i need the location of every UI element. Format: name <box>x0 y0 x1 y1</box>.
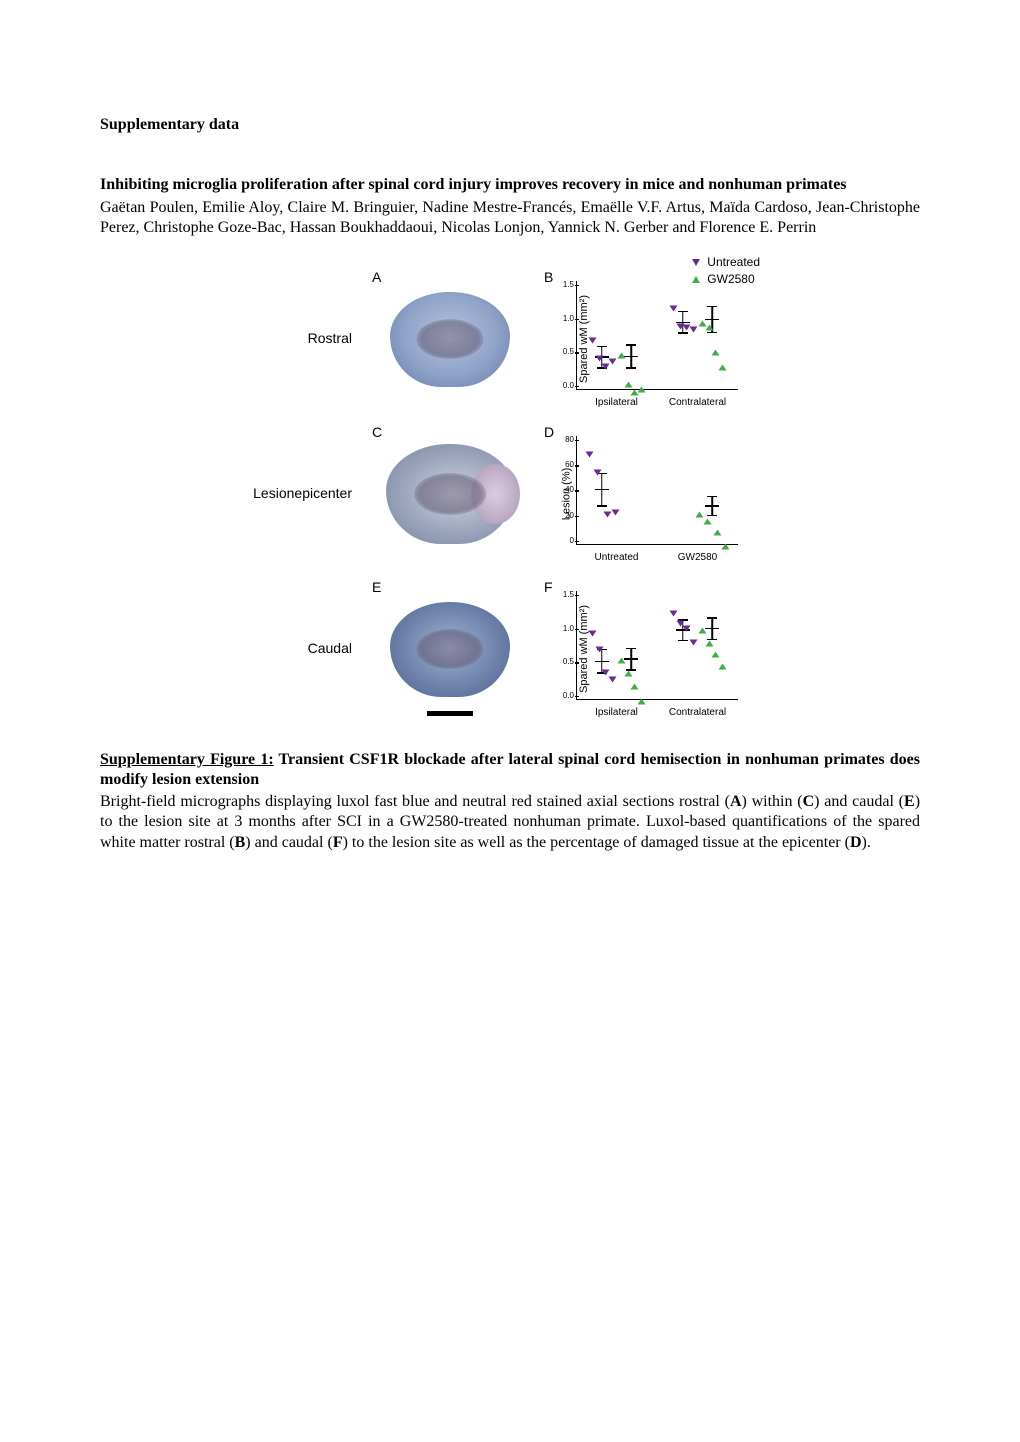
panel-letter-C: C <box>372 424 382 442</box>
chart-F: Spared wM (mm²)0.00.51.01.5IpsilateralCo… <box>542 577 742 722</box>
micrograph-rostral <box>390 292 510 387</box>
panel-letter-A: A <box>372 269 381 287</box>
author-list: Gaëtan Poulen, Emilie Aloy, Claire M. Br… <box>100 198 920 239</box>
panel-D: D Lesion (%)020406080UntreatedGW2580 <box>542 422 742 567</box>
figure-caption-body: Bright-field micrographs displaying luxo… <box>100 792 920 853</box>
section-heading: Supplementary data <box>100 115 920 135</box>
micrograph-caudal <box>390 602 510 697</box>
panel-A: A <box>370 267 530 412</box>
panel-C: C <box>370 422 530 567</box>
micrograph-epicenter <box>386 444 514 544</box>
row-label-epicenter-l1: Lesion <box>253 485 294 503</box>
figure-grid: UntreatedGW2580 Rostral A B Spared wM (m… <box>278 267 742 722</box>
scale-bar <box>427 711 473 716</box>
panel-F: F Spared wM (mm²)0.00.51.01.5Ipsilateral… <box>542 577 742 722</box>
row-label-rostral: Rostral <box>278 267 358 412</box>
panel-B: B Spared wM (mm²)0.00.51.01.5Ipsilateral… <box>542 267 742 412</box>
chart-B: Spared wM (mm²)0.00.51.01.5IpsilateralCo… <box>542 267 742 412</box>
figure-caption-title: Supplementary Figure 1: Transient CSF1R … <box>100 750 920 791</box>
panel-letter-E: E <box>372 579 381 597</box>
figure-container: UntreatedGW2580 Rostral A B Spared wM (m… <box>100 267 920 722</box>
panel-E: E <box>370 577 530 722</box>
row-label-caudal: Caudal <box>278 577 358 722</box>
caption-lead: Supplementary Figure 1: <box>100 751 274 768</box>
article-title: Inhibiting microglia proliferation after… <box>100 175 920 195</box>
row-label-epicenter: Lesion epicenter <box>278 422 358 567</box>
chart-D: Lesion (%)020406080UntreatedGW2580 <box>542 422 742 567</box>
row-label-epicenter-l2: epicenter <box>294 485 352 503</box>
